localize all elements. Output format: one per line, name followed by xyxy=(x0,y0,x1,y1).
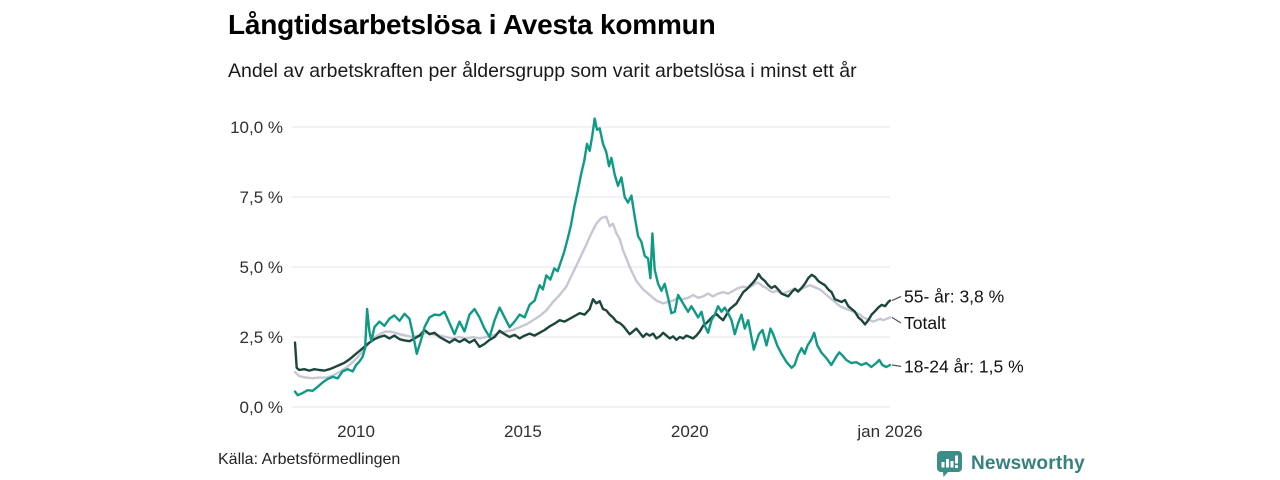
y-tick-label: 7,5 % xyxy=(240,188,283,207)
line-18-24-år xyxy=(293,117,892,397)
annotation-connector xyxy=(891,364,902,367)
line-totalt xyxy=(293,215,892,380)
y-tick-label: 2,5 % xyxy=(240,328,283,347)
x-tick-label: jan 2026 xyxy=(856,422,922,441)
annotation-connector xyxy=(891,295,902,302)
annotation-label: 55- år: 3,8 % xyxy=(904,286,1004,306)
annotation-label: Totalt xyxy=(904,313,946,333)
annotation-label: 18-24 år: 1,5 % xyxy=(904,356,1024,376)
newsworthy-logo[interactable]: Newsworthy xyxy=(936,450,1085,478)
line-55--år xyxy=(293,272,892,372)
source-note: Källa: Arbetsförmedlingen xyxy=(218,451,401,468)
newsworthy-wordmark: Newsworthy xyxy=(971,453,1085,474)
y-tick-label: 5,0 % xyxy=(240,258,283,277)
page-title: Långtidsarbetslösa i Avesta kommun xyxy=(228,9,716,40)
x-tick-label: 2015 xyxy=(504,422,542,441)
x-tick-label: 2020 xyxy=(671,422,709,441)
y-tick-label: 10,0 % xyxy=(230,118,283,137)
page-subtitle: Andel av arbetskraften per åldersgrupp s… xyxy=(228,60,857,82)
y-tick-label: 0,0 % xyxy=(240,398,283,417)
x-tick-label: 2010 xyxy=(337,422,375,441)
bar-chart-speech-bubble-icon xyxy=(937,451,962,477)
annotation-connector xyxy=(891,316,902,324)
